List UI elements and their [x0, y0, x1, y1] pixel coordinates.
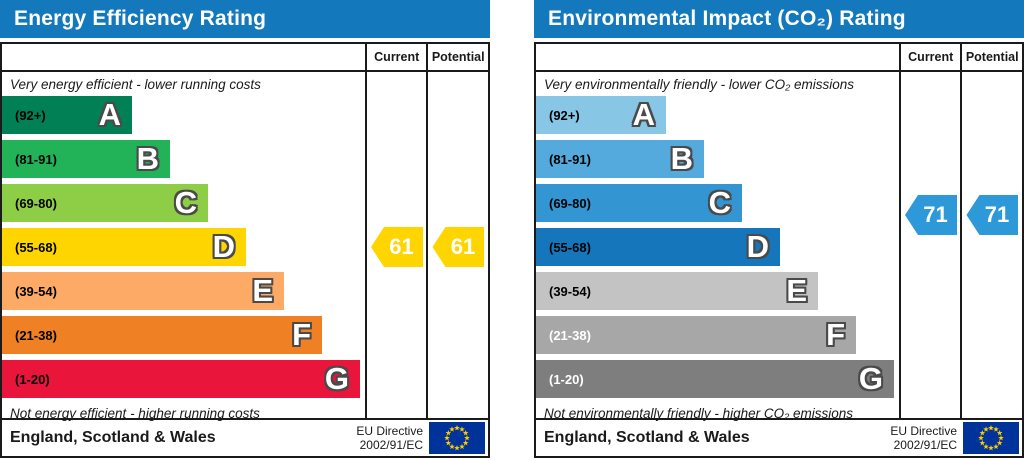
chart-title: Energy Efficiency Rating [14, 7, 267, 30]
rating-body: Very environmentally friendly - lower CO… [536, 72, 1022, 421]
rating-band-d: (55-68) D [536, 228, 780, 266]
band-letter: D [212, 229, 235, 264]
column-header-row: Current Potential [536, 44, 1022, 72]
rating-band-f: (21-38) F [2, 316, 322, 354]
band-letter: C [708, 185, 731, 220]
band-range-label: (69-80) [549, 195, 591, 211]
chart-title-bar: Energy Efficiency Rating [0, 0, 490, 38]
band-letter: E [252, 273, 273, 308]
current-rating-arrow: 61 [370, 227, 423, 267]
region-label: England, Scotland & Wales [10, 429, 216, 446]
bands-area: Very environmentally friendly - lower CO… [536, 72, 899, 421]
band-range-label: (55-68) [549, 239, 591, 255]
rating-band-a: (92+) A [536, 96, 666, 134]
column-header-row: Current Potential [2, 44, 488, 72]
potential-column: 61 [426, 72, 488, 418]
band-range-label: (92+) [15, 107, 46, 123]
bands-container: (92+) A (81-91) B (69-80) C (55-68) D (39-54) E (2… [2, 96, 365, 398]
top-note: Very environmentally friendly - lower CO… [544, 77, 854, 92]
band-range-label: (21-38) [549, 327, 591, 343]
eu-flag-icon [429, 422, 485, 454]
rating-band-b: (81-91) B [536, 140, 704, 178]
rating-table: Current Potential Very environmentally f… [534, 42, 1024, 458]
current-rating-arrow: 71 [904, 195, 957, 235]
bands-area: Very energy efficient - lower running co… [2, 72, 365, 421]
band-range-label: (55-68) [15, 239, 57, 255]
rating-band-e: (39-54) E [536, 272, 818, 310]
band-letter: A [632, 97, 655, 132]
rating-band-d: (55-68) D [2, 228, 246, 266]
potential-column: 71 [960, 72, 1022, 418]
current-column-header: Current [898, 44, 961, 70]
band-letter: G [324, 361, 349, 396]
energy-efficiency-rating-chart: Energy Efficiency Rating Current Potenti… [0, 0, 490, 458]
band-letter: F [826, 317, 845, 352]
column-header-spacer [2, 44, 365, 70]
bottom-note: Not energy efficient - higher running co… [10, 406, 260, 421]
band-range-label: (1-20) [15, 371, 50, 387]
band-letter: D [746, 229, 769, 264]
footer-row: England, Scotland & Wales EU Directive 2… [536, 418, 1022, 456]
environmental-impact-rating-chart: Environmental Impact (CO₂) Rating Curren… [534, 0, 1024, 458]
band-range-label: (81-91) [15, 151, 57, 167]
eu-directive-line1: EU Directive [890, 423, 957, 438]
rating-band-b: (81-91) B [2, 140, 170, 178]
band-range-label: (21-38) [15, 327, 57, 343]
rating-band-g: (1-20) G [536, 360, 894, 398]
rating-band-f: (21-38) F [536, 316, 856, 354]
eu-directive-label: EU Directive 2002/91/EC [356, 424, 423, 452]
band-range-label: (81-91) [549, 151, 591, 167]
bottom-note: Not environmentally friendly - higher CO… [544, 406, 854, 421]
potential-column-header: Potential [960, 44, 1022, 70]
top-note: Very energy efficient - lower running co… [10, 77, 261, 92]
rating-band-g: (1-20) G [2, 360, 360, 398]
rating-band-c: (69-80) C [536, 184, 742, 222]
band-range-label: (39-54) [15, 283, 57, 299]
eu-directive-label: EU Directive 2002/91/EC [890, 424, 957, 452]
bands-container: (92+) A (81-91) B (69-80) C (55-68) D (39-54) E (2… [536, 96, 899, 398]
eu-directive-line2: 2002/91/EC [893, 438, 957, 452]
band-letter: F [292, 317, 311, 352]
band-letter: A [98, 97, 121, 132]
band-range-label: (92+) [549, 107, 580, 123]
current-column: 71 [898, 72, 961, 418]
current-column: 61 [364, 72, 427, 418]
rating-band-c: (69-80) C [2, 184, 208, 222]
rating-body: Very energy efficient - lower running co… [2, 72, 488, 421]
band-letter: B [136, 141, 159, 176]
band-letter: G [858, 361, 883, 396]
rating-band-e: (39-54) E [2, 272, 284, 310]
potential-rating-arrow: 71 [966, 195, 1019, 235]
footer-row: England, Scotland & Wales EU Directive 2… [2, 418, 488, 456]
potential-column-header: Potential [426, 44, 488, 70]
current-column-header: Current [364, 44, 427, 70]
region-label: England, Scotland & Wales [544, 429, 750, 446]
eu-directive-line1: EU Directive [356, 423, 423, 438]
column-header-spacer [536, 44, 899, 70]
band-letter: E [786, 273, 807, 308]
band-range-label: (39-54) [549, 283, 591, 299]
eu-directive-line2: 2002/91/EC [359, 438, 423, 452]
band-range-label: (69-80) [15, 195, 57, 211]
band-letter: C [174, 185, 197, 220]
band-letter: B [670, 141, 693, 176]
chart-title: Environmental Impact (CO₂) Rating [548, 7, 906, 30]
rating-band-a: (92+) A [2, 96, 132, 134]
eu-flag-icon [963, 422, 1019, 454]
chart-title-bar: Environmental Impact (CO₂) Rating [534, 0, 1024, 38]
rating-table: Current Potential Very energy efficient … [0, 42, 490, 458]
band-range-label: (1-20) [549, 371, 584, 387]
potential-rating-arrow: 61 [432, 227, 485, 267]
